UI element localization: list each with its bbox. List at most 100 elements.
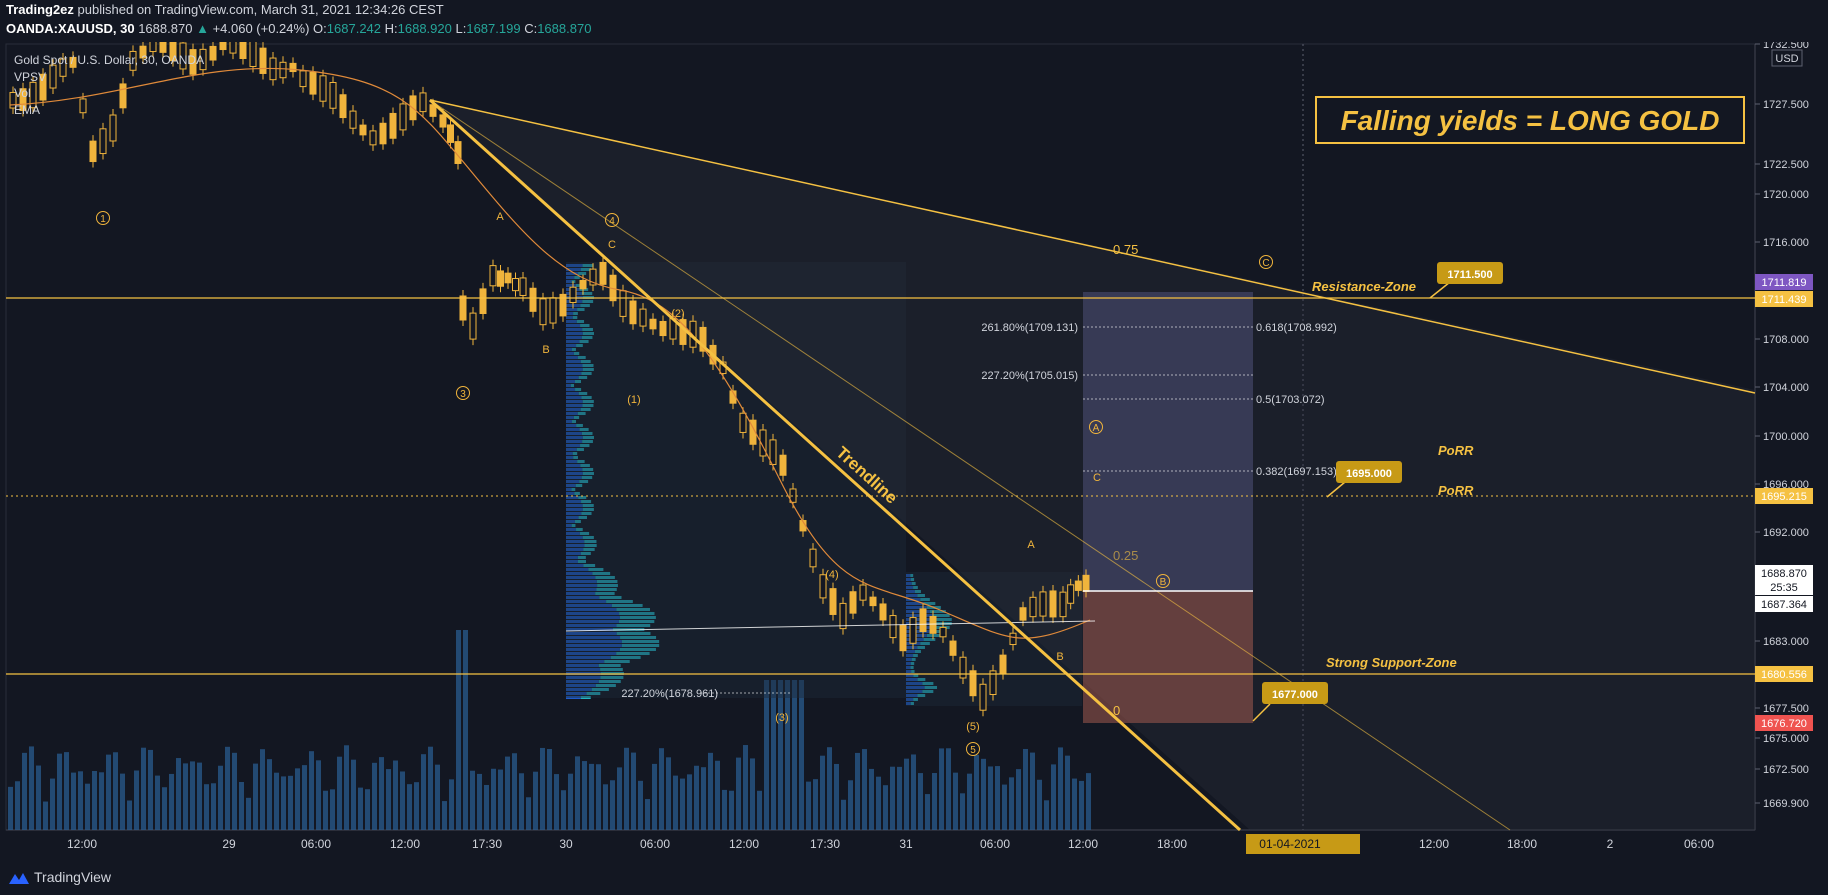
profile-bar-dark	[566, 600, 607, 603]
profile-bar-dark	[566, 636, 621, 639]
profile-bar-light	[579, 480, 589, 483]
volume-bar	[323, 790, 328, 830]
candle-body	[1059, 591, 1067, 618]
profile-bar-light	[572, 316, 578, 319]
candle-body	[819, 574, 827, 599]
wave-label: B	[542, 344, 549, 356]
legend-vpsv[interactable]: VPSV	[14, 70, 46, 84]
trendline[interactable]	[428, 98, 1242, 832]
volume-bar	[106, 754, 111, 830]
profile-bar-light	[580, 408, 591, 411]
volume-bar	[435, 764, 440, 830]
wave-label: C	[1093, 472, 1101, 484]
profile-bar-dark	[566, 656, 611, 659]
profile-bar-light	[576, 344, 583, 347]
legend-vol[interactable]: Vol	[14, 86, 31, 100]
profile-bar-light	[917, 646, 925, 649]
volume-bar	[526, 797, 531, 830]
volume-bar	[624, 747, 629, 830]
brand-name[interactable]: TradingView	[34, 869, 112, 885]
fan-label-025: 0.25	[1113, 548, 1138, 563]
elliott-wave-labels: 1 4 3 C A B 5 A B C (2) (1) (4) (3) (5) A C B	[96, 211, 1273, 756]
footer-bar: TradingView	[0, 862, 1828, 895]
candle-body	[9, 91, 17, 109]
candle-body	[19, 88, 27, 111]
volume-bar	[918, 773, 923, 830]
header-bar: Trading2ez published on TradingView.com,…	[0, 0, 1828, 42]
profile-bar-light	[584, 540, 597, 543]
candle-body	[599, 261, 607, 285]
fib-ret-label-2: 0.5(1703.072)	[1256, 394, 1325, 406]
volume-bar	[610, 780, 615, 830]
profile-bar-light	[604, 660, 630, 663]
profile-bar-light	[580, 268, 591, 271]
price-badge-bg	[1755, 291, 1813, 307]
profile-bar-light	[910, 662, 915, 665]
profile-bar-dark	[906, 630, 930, 633]
profile-bar-dark	[906, 670, 912, 673]
candle-body	[769, 439, 777, 465]
profile-bar-light	[616, 652, 650, 655]
volume-bar	[393, 760, 398, 830]
publisher-name[interactable]: Trading2ez	[6, 2, 74, 17]
volume-bar	[946, 748, 951, 830]
volume-bar	[855, 752, 860, 830]
profile-bar-dark	[566, 484, 576, 487]
candle-body	[749, 419, 757, 445]
wave-label: (2)	[671, 308, 684, 320]
volume-bar	[694, 765, 699, 830]
porr-label-2: PoRR	[1438, 483, 1474, 498]
profile-bar-dark	[906, 586, 914, 589]
profile-bar-dark	[566, 284, 576, 287]
profile-bar-light	[596, 580, 618, 583]
volume-bar	[1009, 777, 1014, 830]
legend-ema[interactable]: EMA	[14, 103, 40, 117]
profile-bar-light	[579, 532, 590, 535]
candle-body	[989, 670, 997, 696]
candle-body	[859, 584, 867, 601]
profile-bar-light	[606, 600, 633, 603]
profile-bar-dark	[566, 312, 574, 315]
profile-bar-light	[575, 484, 583, 487]
volume-bar	[932, 773, 937, 830]
profile-bar-light	[914, 590, 921, 593]
profile-bar-dark	[906, 678, 918, 681]
volume-bar	[141, 747, 146, 830]
fan-label-075: 0.75	[1113, 242, 1138, 257]
volume-bar	[757, 790, 762, 830]
profile-bar-light	[581, 292, 593, 295]
fan-line-upper[interactable]	[429, 99, 1756, 394]
profile-bar-dark	[566, 468, 583, 471]
volume-bar	[848, 780, 853, 830]
volume-bar	[407, 784, 412, 830]
profile-bar-dark	[566, 572, 593, 575]
volume-bar	[64, 752, 69, 830]
publish-info: published on TradingView.com, March 31, …	[77, 2, 444, 17]
profile-bar-light	[573, 312, 578, 315]
profile-bar-light	[573, 456, 578, 459]
price-badge-label: 25:35	[1770, 582, 1798, 594]
volume-bar	[204, 784, 209, 830]
profile-bar-dark	[566, 500, 582, 503]
volume-bar	[288, 775, 293, 830]
volume-bar	[358, 787, 363, 830]
fib-ret-label-3: 0.382(1697.153)	[1256, 466, 1337, 478]
profile-bar-light	[588, 568, 604, 571]
svg-text:1695.000: 1695.000	[1346, 468, 1392, 480]
profile-bar-dark	[566, 272, 579, 275]
profile-bar-light	[913, 698, 918, 701]
candle-body	[299, 70, 307, 88]
profile-bar-dark	[566, 376, 579, 379]
profile-bar-dark	[566, 624, 617, 627]
tradingview-logo-icon[interactable]	[8, 870, 30, 886]
candle-body	[49, 64, 57, 89]
candle-body	[1067, 584, 1075, 604]
volume-bar	[631, 752, 636, 830]
volume-bar	[806, 781, 811, 830]
profile-bar-light	[610, 656, 641, 659]
price-badge-label: 1695.215	[1761, 491, 1807, 503]
profile-bar-light	[582, 504, 594, 507]
volume-bar	[841, 799, 846, 830]
volume-bar	[225, 746, 230, 830]
